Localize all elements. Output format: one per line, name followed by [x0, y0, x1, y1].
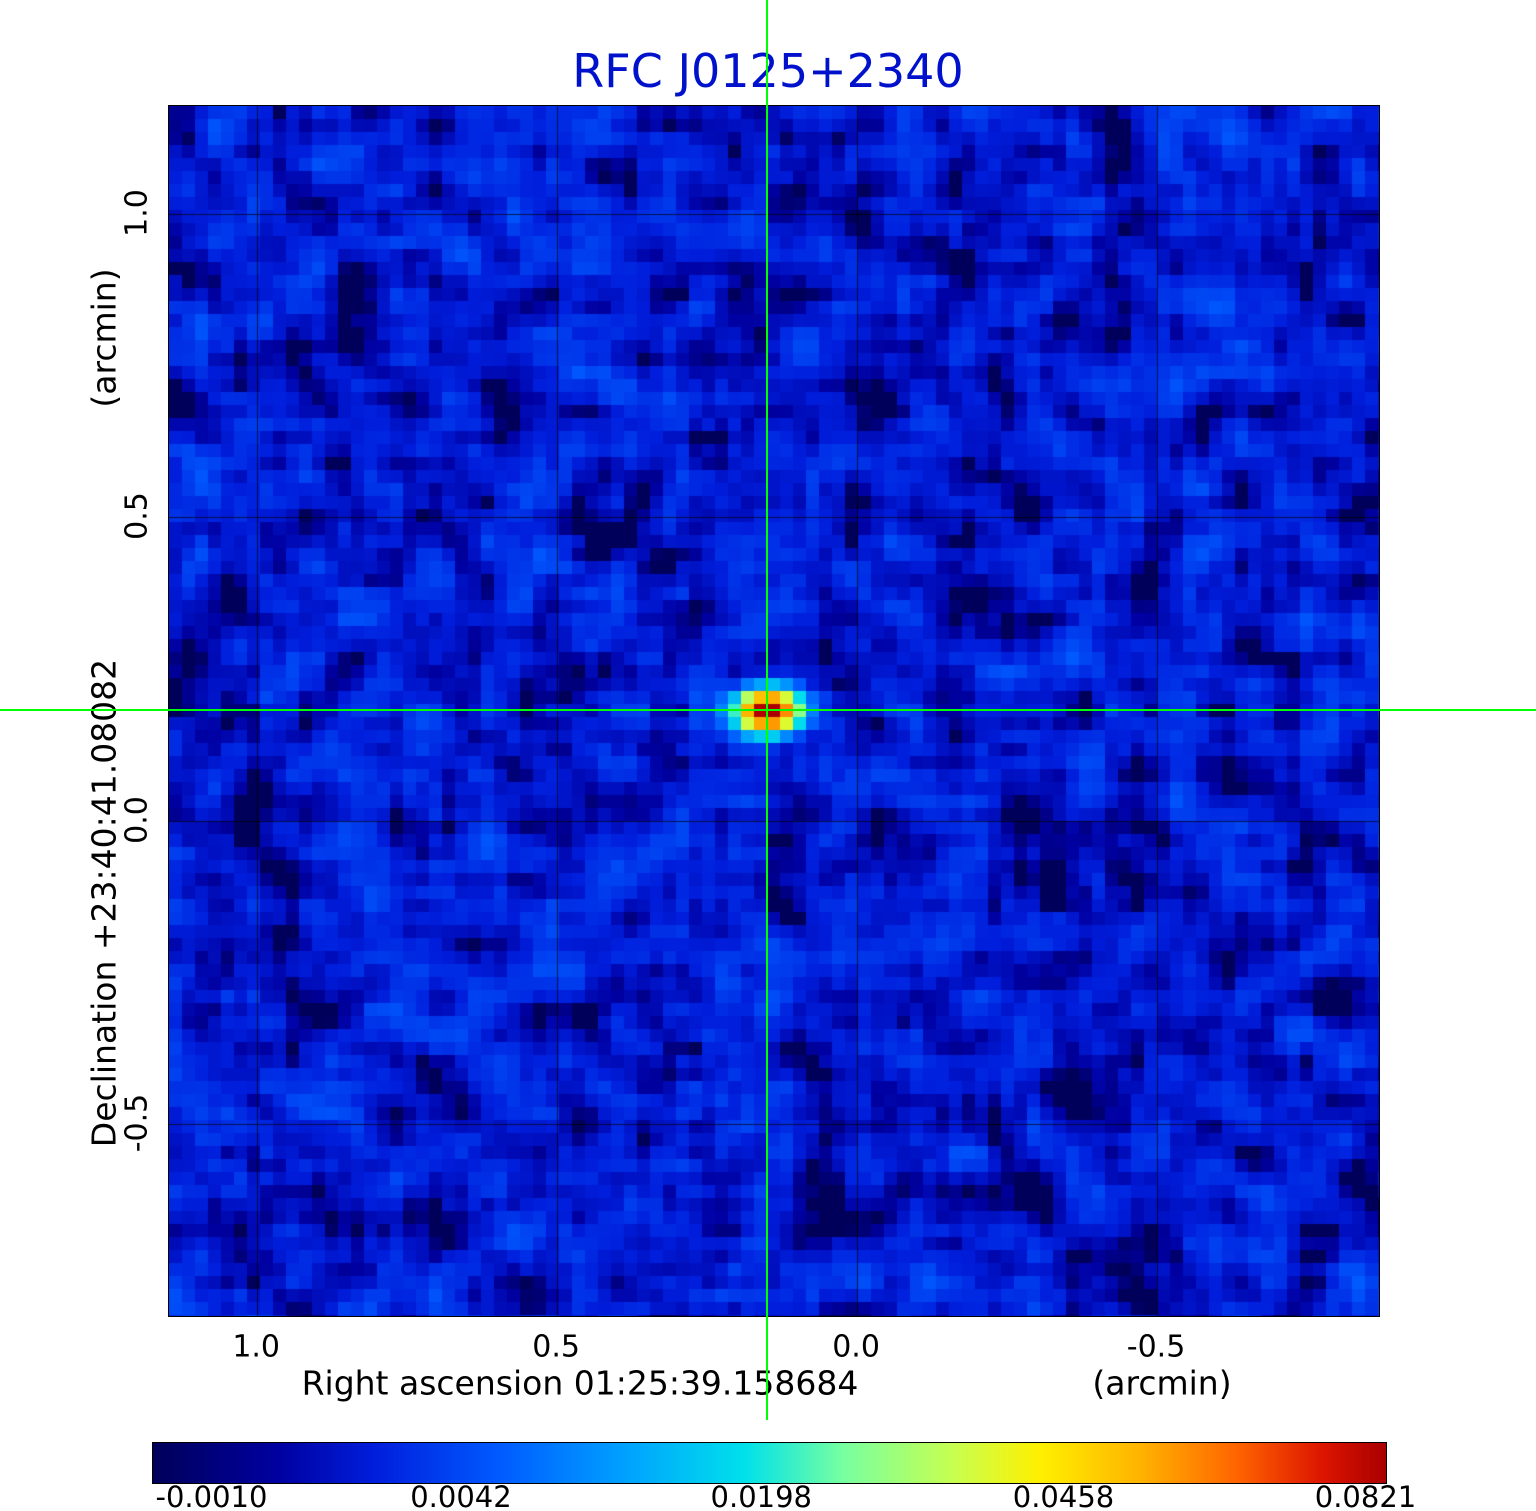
chart-title: RFC J0125+2340	[572, 44, 964, 98]
colorbar-tick-label: 0.0458	[1012, 1480, 1115, 1511]
x-tick-label: 1.0	[232, 1329, 281, 1365]
x-tick-label: 0.0	[832, 1329, 880, 1365]
colorbar-tick-label: 0.0042	[410, 1480, 512, 1511]
colorbar-tick-label: -0.0010	[155, 1480, 268, 1511]
x-tick-label: -0.5	[1126, 1329, 1186, 1365]
sky-map	[168, 105, 1380, 1317]
y-axis-unit-label: (arcmin)	[84, 268, 124, 408]
colorbar	[152, 1442, 1387, 1484]
x-tick-label: 0.5	[532, 1329, 580, 1365]
colorbar-canvas	[153, 1443, 1386, 1483]
y-tick-label: 1.0	[119, 189, 155, 237]
y-axis-label: Declination +23:40:41.08082	[84, 658, 124, 1148]
heatmap-canvas	[169, 106, 1379, 1316]
y-tick-label: 0.0	[119, 795, 155, 844]
y-tick-label: 0.5	[119, 492, 155, 541]
colorbar-tick-label: 0.0198	[710, 1480, 813, 1511]
x-axis-label: Right ascension 01:25:39.158684	[301, 1363, 859, 1403]
y-tick-label: -0.5	[119, 1093, 155, 1153]
colorbar-tick-label: 0.0821	[1314, 1480, 1417, 1511]
x-axis-unit-label: (arcmin)	[1092, 1363, 1232, 1403]
